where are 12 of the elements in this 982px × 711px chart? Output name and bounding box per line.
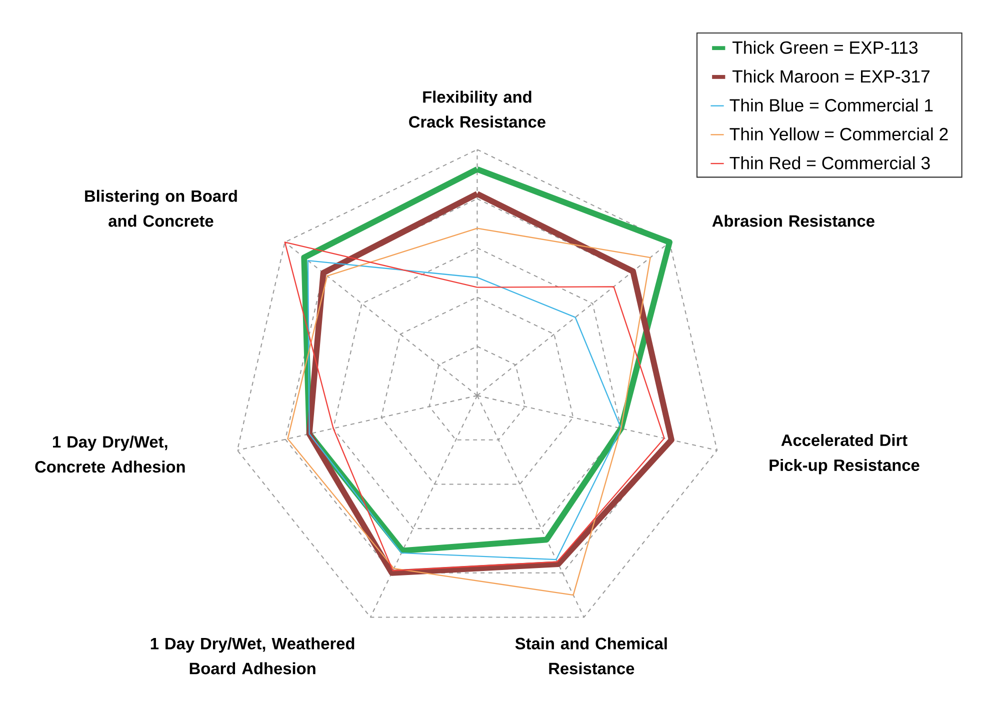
spoke-label: Blistering on Board and Concrete (85, 190, 237, 227)
legend-label: Thick Maroon = EXP-317 (732, 69, 930, 82)
legend-label: Thin Red = Commercial 3 (730, 156, 930, 170)
legend-label: Thin Yellow = Commercial 2 (730, 127, 948, 140)
spoke-label: Flexibility and Crack Resistance (409, 90, 546, 128)
legend-label: Thick Green = EXP-113 (732, 40, 918, 54)
spoke-label: Abrasion Resistance (712, 214, 874, 227)
spoke-label: Accelerated Dirt Pick-up Resistance (770, 434, 920, 474)
spoke-label: Stain and Chemical Resistance (515, 637, 667, 674)
spoke-label: 1 Day Dry/Wet, Concrete Adhesion (35, 435, 185, 472)
spoke-label: 1 Day Dry/Wet, Weathered Board Adhesion (150, 637, 354, 674)
legend-label: Thin Blue = Commercial 1 (730, 98, 933, 112)
